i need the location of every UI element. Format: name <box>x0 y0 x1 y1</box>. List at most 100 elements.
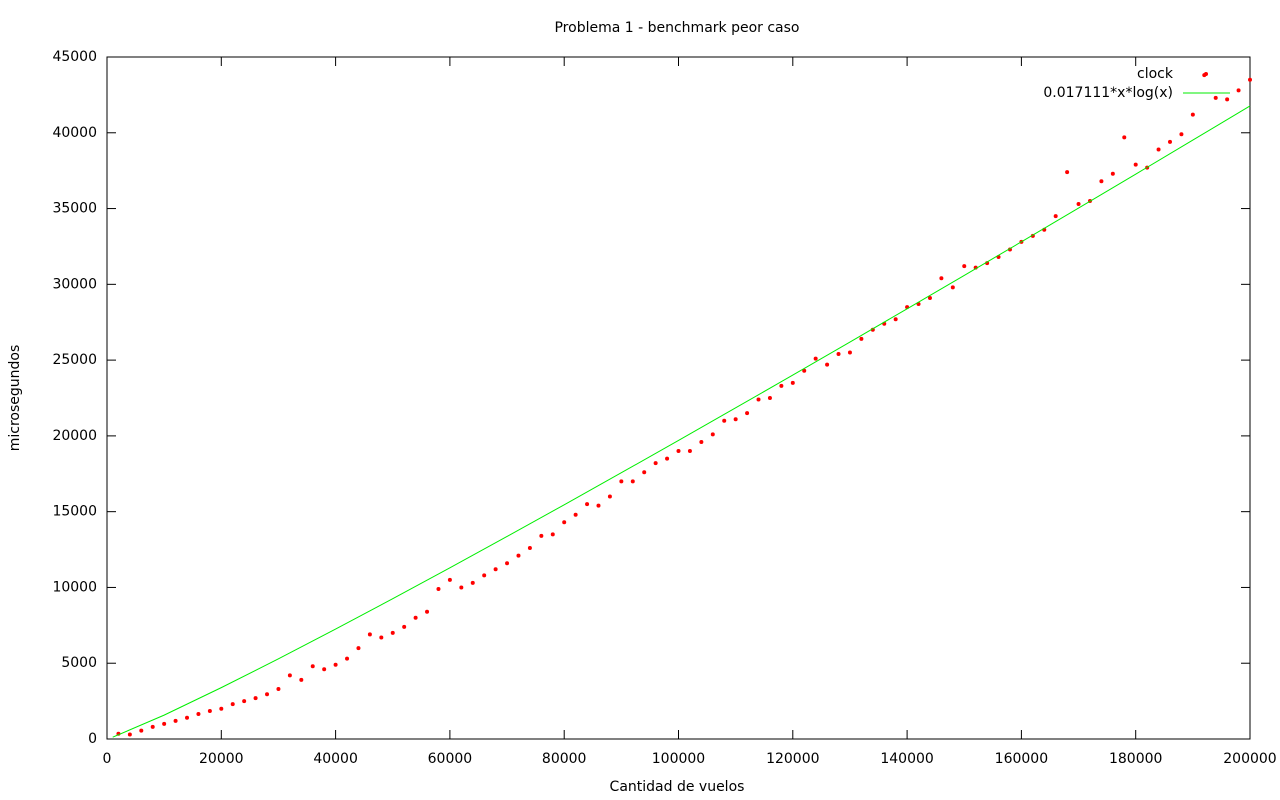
data-point <box>390 630 395 635</box>
data-point <box>493 567 498 572</box>
y-tick-label: 40000 <box>52 125 97 141</box>
data-point <box>322 667 327 672</box>
data-point <box>276 686 281 691</box>
data-point <box>139 728 144 733</box>
data-point <box>1248 77 1252 82</box>
data-point <box>516 553 521 558</box>
y-tick-label: 0 <box>88 731 97 747</box>
data-point <box>162 721 167 726</box>
data-point <box>299 677 304 682</box>
data-point <box>562 520 567 525</box>
data-point <box>893 317 898 322</box>
y-tick-label: 20000 <box>52 428 97 444</box>
x-tick-label: 160000 <box>995 751 1048 767</box>
data-point <box>1156 147 1161 152</box>
data-point <box>825 362 830 367</box>
data-point <box>950 285 955 290</box>
data-point <box>596 503 601 508</box>
data-point <box>710 432 715 437</box>
data-point <box>345 656 350 661</box>
chart-title: Problema 1 - benchmark peor caso <box>554 20 799 36</box>
data-point <box>150 724 155 729</box>
data-point <box>482 573 487 578</box>
y-tick-label: 15000 <box>52 504 97 520</box>
data-point <box>413 615 418 620</box>
data-point <box>630 479 635 484</box>
data-point <box>847 350 852 355</box>
legend-label: 0.017111*x*log(x) <box>1043 85 1173 101</box>
legend-label: clock <box>1137 66 1174 82</box>
data-point <box>287 673 292 678</box>
data-point <box>779 383 784 388</box>
data-point <box>1179 132 1184 137</box>
data-point <box>230 702 235 707</box>
data-point <box>402 624 407 629</box>
x-tick-label: 20000 <box>199 751 244 767</box>
x-tick-label: 40000 <box>313 751 358 767</box>
x-tick-label: 200000 <box>1223 751 1276 767</box>
data-point <box>185 715 190 720</box>
y-tick-label: 35000 <box>52 201 97 217</box>
data-point <box>242 699 247 704</box>
data-point <box>207 708 212 713</box>
data-point <box>962 264 967 269</box>
data-point <box>1167 139 1172 144</box>
data-point <box>1133 162 1138 167</box>
x-axis-label: Cantidad de vuelos <box>610 779 745 795</box>
data-point <box>196 711 201 716</box>
data-point <box>1110 171 1115 176</box>
data-point <box>356 646 361 651</box>
data-point <box>367 632 372 637</box>
data-point <box>436 586 441 591</box>
data-point <box>425 609 430 614</box>
data-point <box>607 494 612 499</box>
data-point <box>619 479 624 484</box>
y-tick-label: 10000 <box>52 579 97 595</box>
x-tick-label: 80000 <box>542 751 587 767</box>
data-point <box>699 439 704 444</box>
data-point <box>447 577 452 582</box>
data-point <box>573 512 578 517</box>
data-point <box>767 396 772 400</box>
data-point <box>505 561 510 566</box>
plot-border <box>106 56 1251 740</box>
data-point <box>665 456 670 461</box>
x-tick-label: 180000 <box>1109 751 1162 767</box>
data-point <box>1225 97 1230 102</box>
data-point <box>585 502 590 507</box>
y-tick-label: 30000 <box>52 276 97 292</box>
data-point <box>733 417 738 422</box>
data-point <box>813 356 818 361</box>
data-point <box>173 718 178 723</box>
data-point <box>939 276 944 281</box>
data-point <box>219 706 224 711</box>
data-point <box>653 461 658 466</box>
y-tick-label: 45000 <box>52 49 97 65</box>
data-point <box>527 546 532 551</box>
data-point <box>836 352 841 357</box>
data-point <box>310 664 315 669</box>
data-point <box>687 449 692 454</box>
data-point <box>642 470 647 475</box>
x-tick-label: 140000 <box>880 751 933 767</box>
data-point <box>756 397 761 402</box>
x-tick-label: 100000 <box>652 751 705 767</box>
data-point <box>927 295 932 300</box>
data-point <box>1213 95 1218 100</box>
data-point <box>1076 202 1081 207</box>
fit-line <box>112 105 1251 738</box>
data-point <box>1190 112 1195 117</box>
data-point <box>802 368 807 373</box>
legend-swatch <box>1204 72 1208 76</box>
x-tick-label: 0 <box>103 751 112 767</box>
data-point <box>1065 170 1070 175</box>
data-point <box>676 449 681 454</box>
data-point <box>550 532 555 537</box>
data-point <box>1122 135 1127 140</box>
data-point <box>459 585 464 590</box>
data-point <box>1236 88 1241 93</box>
data-point <box>1053 214 1058 219</box>
data-point <box>790 380 795 385</box>
data-point <box>722 418 727 423</box>
